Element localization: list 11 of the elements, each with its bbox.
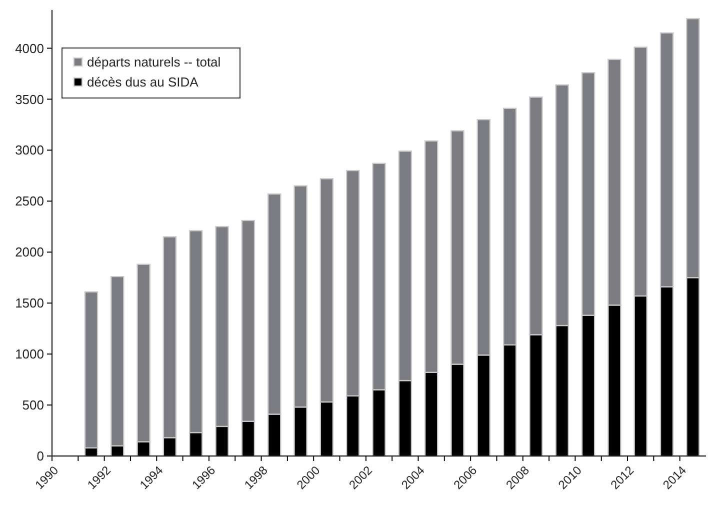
y-tick-label: 0 [36,448,44,464]
y-tick-label: 3500 [15,92,44,107]
y-tick-label: 500 [22,398,44,413]
y-tick-label: 4000 [15,40,44,56]
y-tick-label: 3000 [15,142,44,158]
legend-label: départs naturels -- total [87,54,221,70]
y-tick-label: 1000 [15,346,44,362]
y-tick-label: 2000 [15,244,44,260]
y-tick-label: 1500 [15,296,44,311]
y-tick-label: 2500 [15,194,44,209]
legend-label: décès dus au SIDA [87,74,199,90]
